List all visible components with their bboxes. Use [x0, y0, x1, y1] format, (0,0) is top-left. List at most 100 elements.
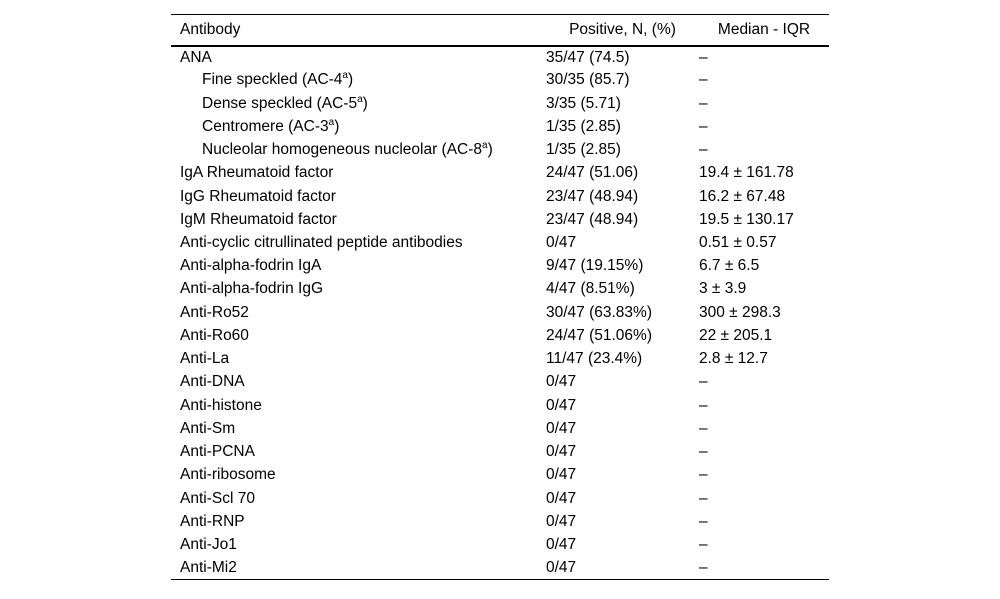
antibody-name-cell: Centromere (AC-3a) [171, 115, 546, 138]
positive-count-cell: 23/47 (48.94) [546, 187, 639, 205]
antibody-name-cell: IgA Rheumatoid factor [171, 162, 546, 185]
antibody-label-close: ) [334, 117, 340, 135]
table-row: Anti-Jo1 0/47 – [171, 533, 829, 556]
footnote-marker: a [357, 93, 363, 105]
antibody-name-cell: Anti-Mi2 [171, 557, 546, 580]
antibody-label: ANA [180, 48, 212, 66]
positive-count-cell: 0/47 [546, 466, 577, 484]
antibody-name-cell: Dense speckled (AC-5a) [171, 92, 546, 115]
antibody-results-table-container: Antibody Positive, N, (%) Median - IQR A… [171, 14, 829, 581]
antibody-label: Anti-Mi2 [180, 559, 237, 577]
table-row: Centromere (AC-3a) 1/35 (2.85) – [171, 115, 829, 138]
antibody-label: IgG Rheumatoid factor [180, 187, 336, 205]
median-iqr-cell: – [699, 559, 708, 577]
table-row: Anti-alpha-fodrin IgG 4/47 (8.51%) 3 ± 3.9 [171, 278, 829, 301]
table-row: Anti-Sm 0/47 – [171, 417, 829, 440]
median-iqr-cell: 6.7 ± 6.5 [699, 257, 760, 275]
antibody-name-cell: Anti-alpha-fodrin IgA [171, 255, 546, 278]
antibody-label: Anti-PCNA [180, 443, 255, 461]
positive-count-cell: 0/47 [546, 536, 577, 554]
median-iqr-cell: 22 ± 205.1 [699, 326, 773, 344]
antibody-name-cell: Anti-PCNA [171, 440, 546, 463]
median-iqr-cell: – [699, 466, 708, 484]
table-row: IgG Rheumatoid factor 23/47 (48.94) 16.2 ±… [171, 185, 829, 208]
positive-count-cell: 24/47 (51.06) [546, 164, 639, 182]
table-row: Nucleolar homogeneous nucleolar (AC-8a) 1… [171, 138, 829, 161]
median-iqr-cell: 300 ± 298.3 [699, 303, 781, 321]
positive-count-cell: 0/47 [546, 512, 577, 530]
median-iqr-cell: – [699, 71, 708, 89]
antibody-name-cell: Anti-cyclic citrullinated peptide antibo… [171, 231, 546, 254]
footnote-marker: a [328, 116, 335, 128]
table-row: Anti-histone 0/47 – [171, 394, 829, 417]
antibody-results-table: Antibody Positive, N, (%) Median - IQR A… [171, 14, 829, 581]
antibody-label: Anti-ribosome [180, 466, 276, 484]
median-iqr-cell: – [699, 536, 708, 554]
median-iqr-cell: – [699, 396, 708, 414]
antibody-name-cell: IgG Rheumatoid factor [171, 185, 546, 208]
antibody-label: Anti-Jo1 [180, 536, 237, 554]
positive-count-cell: 0/47 [546, 559, 577, 577]
antibody-label-close: ) [362, 94, 368, 112]
table-row: Anti-RNP 0/47 – [171, 510, 829, 533]
antibody-name-cell: Nucleolar homogeneous nucleolar (AC-8a) [171, 138, 546, 161]
antibody-name-cell: Anti-La [171, 348, 546, 371]
column-header-positive: Positive, N, (%) [546, 14, 699, 47]
table-row: Anti-La 11/47 (23.4%) 2.8 ± 12.7 [171, 348, 829, 371]
table-row: Anti-DNA 0/47 – [171, 371, 829, 394]
table-row: Anti-ribosome 0/47 – [171, 464, 829, 487]
antibody-label: Anti-Scl 70 [180, 489, 255, 507]
table-header: Antibody Positive, N, (%) Median - IQR [171, 14, 829, 47]
antibody-name-cell: Anti-Scl 70 [171, 487, 546, 510]
table-row: Fine speckled (AC-4a) 30/35 (85.7) – [171, 69, 829, 92]
antibody-label: Anti-histone [180, 396, 262, 414]
median-iqr-cell: 19.5 ± 130.17 [699, 210, 794, 228]
antibody-name-cell: Anti-Ro60 [171, 324, 546, 347]
positive-count-cell: 9/47 (19.15%) [546, 257, 644, 275]
antibody-label: Dense speckled (AC-5 [202, 94, 358, 112]
table-row: ANA 35/47 (74.5) – [171, 46, 829, 69]
antibody-name-cell: Anti-Ro52 [171, 301, 546, 324]
column-header-antibody: Antibody [171, 14, 546, 47]
table-row: Anti-Ro60 24/47 (51.06%) 22 ± 205.1 [171, 324, 829, 347]
median-iqr-cell: – [699, 141, 708, 159]
antibody-label-close: ) [487, 141, 493, 159]
positive-count-cell: 4/47 (8.51%) [546, 280, 635, 298]
antibody-label: Centromere (AC-3 [202, 117, 329, 135]
table-row: Anti-cyclic citrullinated peptide antibo… [171, 231, 829, 254]
median-iqr-cell: – [699, 512, 708, 530]
antibody-label: Anti-alpha-fodrin IgG [180, 280, 324, 298]
median-iqr-cell: – [699, 373, 708, 391]
antibody-name-cell: Anti-RNP [171, 510, 546, 533]
antibody-name-cell: Anti-histone [171, 394, 546, 417]
antibody-name-cell: Anti-Sm [171, 417, 546, 440]
positive-count-cell: 0/47 [546, 419, 577, 437]
antibody-label: Anti-alpha-fodrin IgA [180, 257, 322, 275]
antibody-name-cell: Fine speckled (AC-4a) [171, 69, 546, 92]
antibody-label: IgA Rheumatoid factor [180, 164, 334, 182]
positive-count-cell: 1/35 (2.85) [546, 141, 621, 159]
median-iqr-cell: 2.8 ± 12.7 [699, 350, 768, 368]
median-iqr-cell: – [699, 443, 708, 461]
antibody-name-cell: Anti-ribosome [171, 464, 546, 487]
table-row: Dense speckled (AC-5a) 3/35 (5.71) – [171, 92, 829, 115]
positive-count-cell: 35/47 (74.5) [546, 48, 630, 66]
header-row: Antibody Positive, N, (%) Median - IQR [171, 14, 829, 47]
positive-count-cell: 30/35 (85.7) [546, 71, 630, 89]
antibody-label: Nucleolar homogeneous nucleolar (AC-8 [202, 141, 483, 159]
positive-count-cell: 0/47 [546, 489, 577, 507]
median-iqr-cell: – [699, 419, 708, 437]
median-iqr-cell: 19.4 ± 161.78 [699, 164, 794, 182]
antibody-name-cell: Anti-DNA [171, 371, 546, 394]
table-row: Anti-Mi2 0/47 – [171, 557, 829, 580]
antibody-label: Anti-Ro52 [180, 303, 249, 321]
antibody-name-cell: Anti-alpha-fodrin IgG [171, 278, 546, 301]
antibody-label-close: ) [347, 71, 354, 89]
antibody-label: Anti-Sm [180, 419, 236, 437]
table-row: Anti-PCNA 0/47 – [171, 440, 829, 463]
positive-count-cell: 0/47 [546, 443, 577, 461]
median-iqr-cell: – [699, 117, 708, 135]
table-row: Anti-alpha-fodrin IgA 9/47 (19.15%) 6.7 ± … [171, 255, 829, 278]
antibody-label: Anti-RNP [180, 512, 245, 530]
antibody-label: IgM Rheumatoid factor [180, 210, 337, 228]
